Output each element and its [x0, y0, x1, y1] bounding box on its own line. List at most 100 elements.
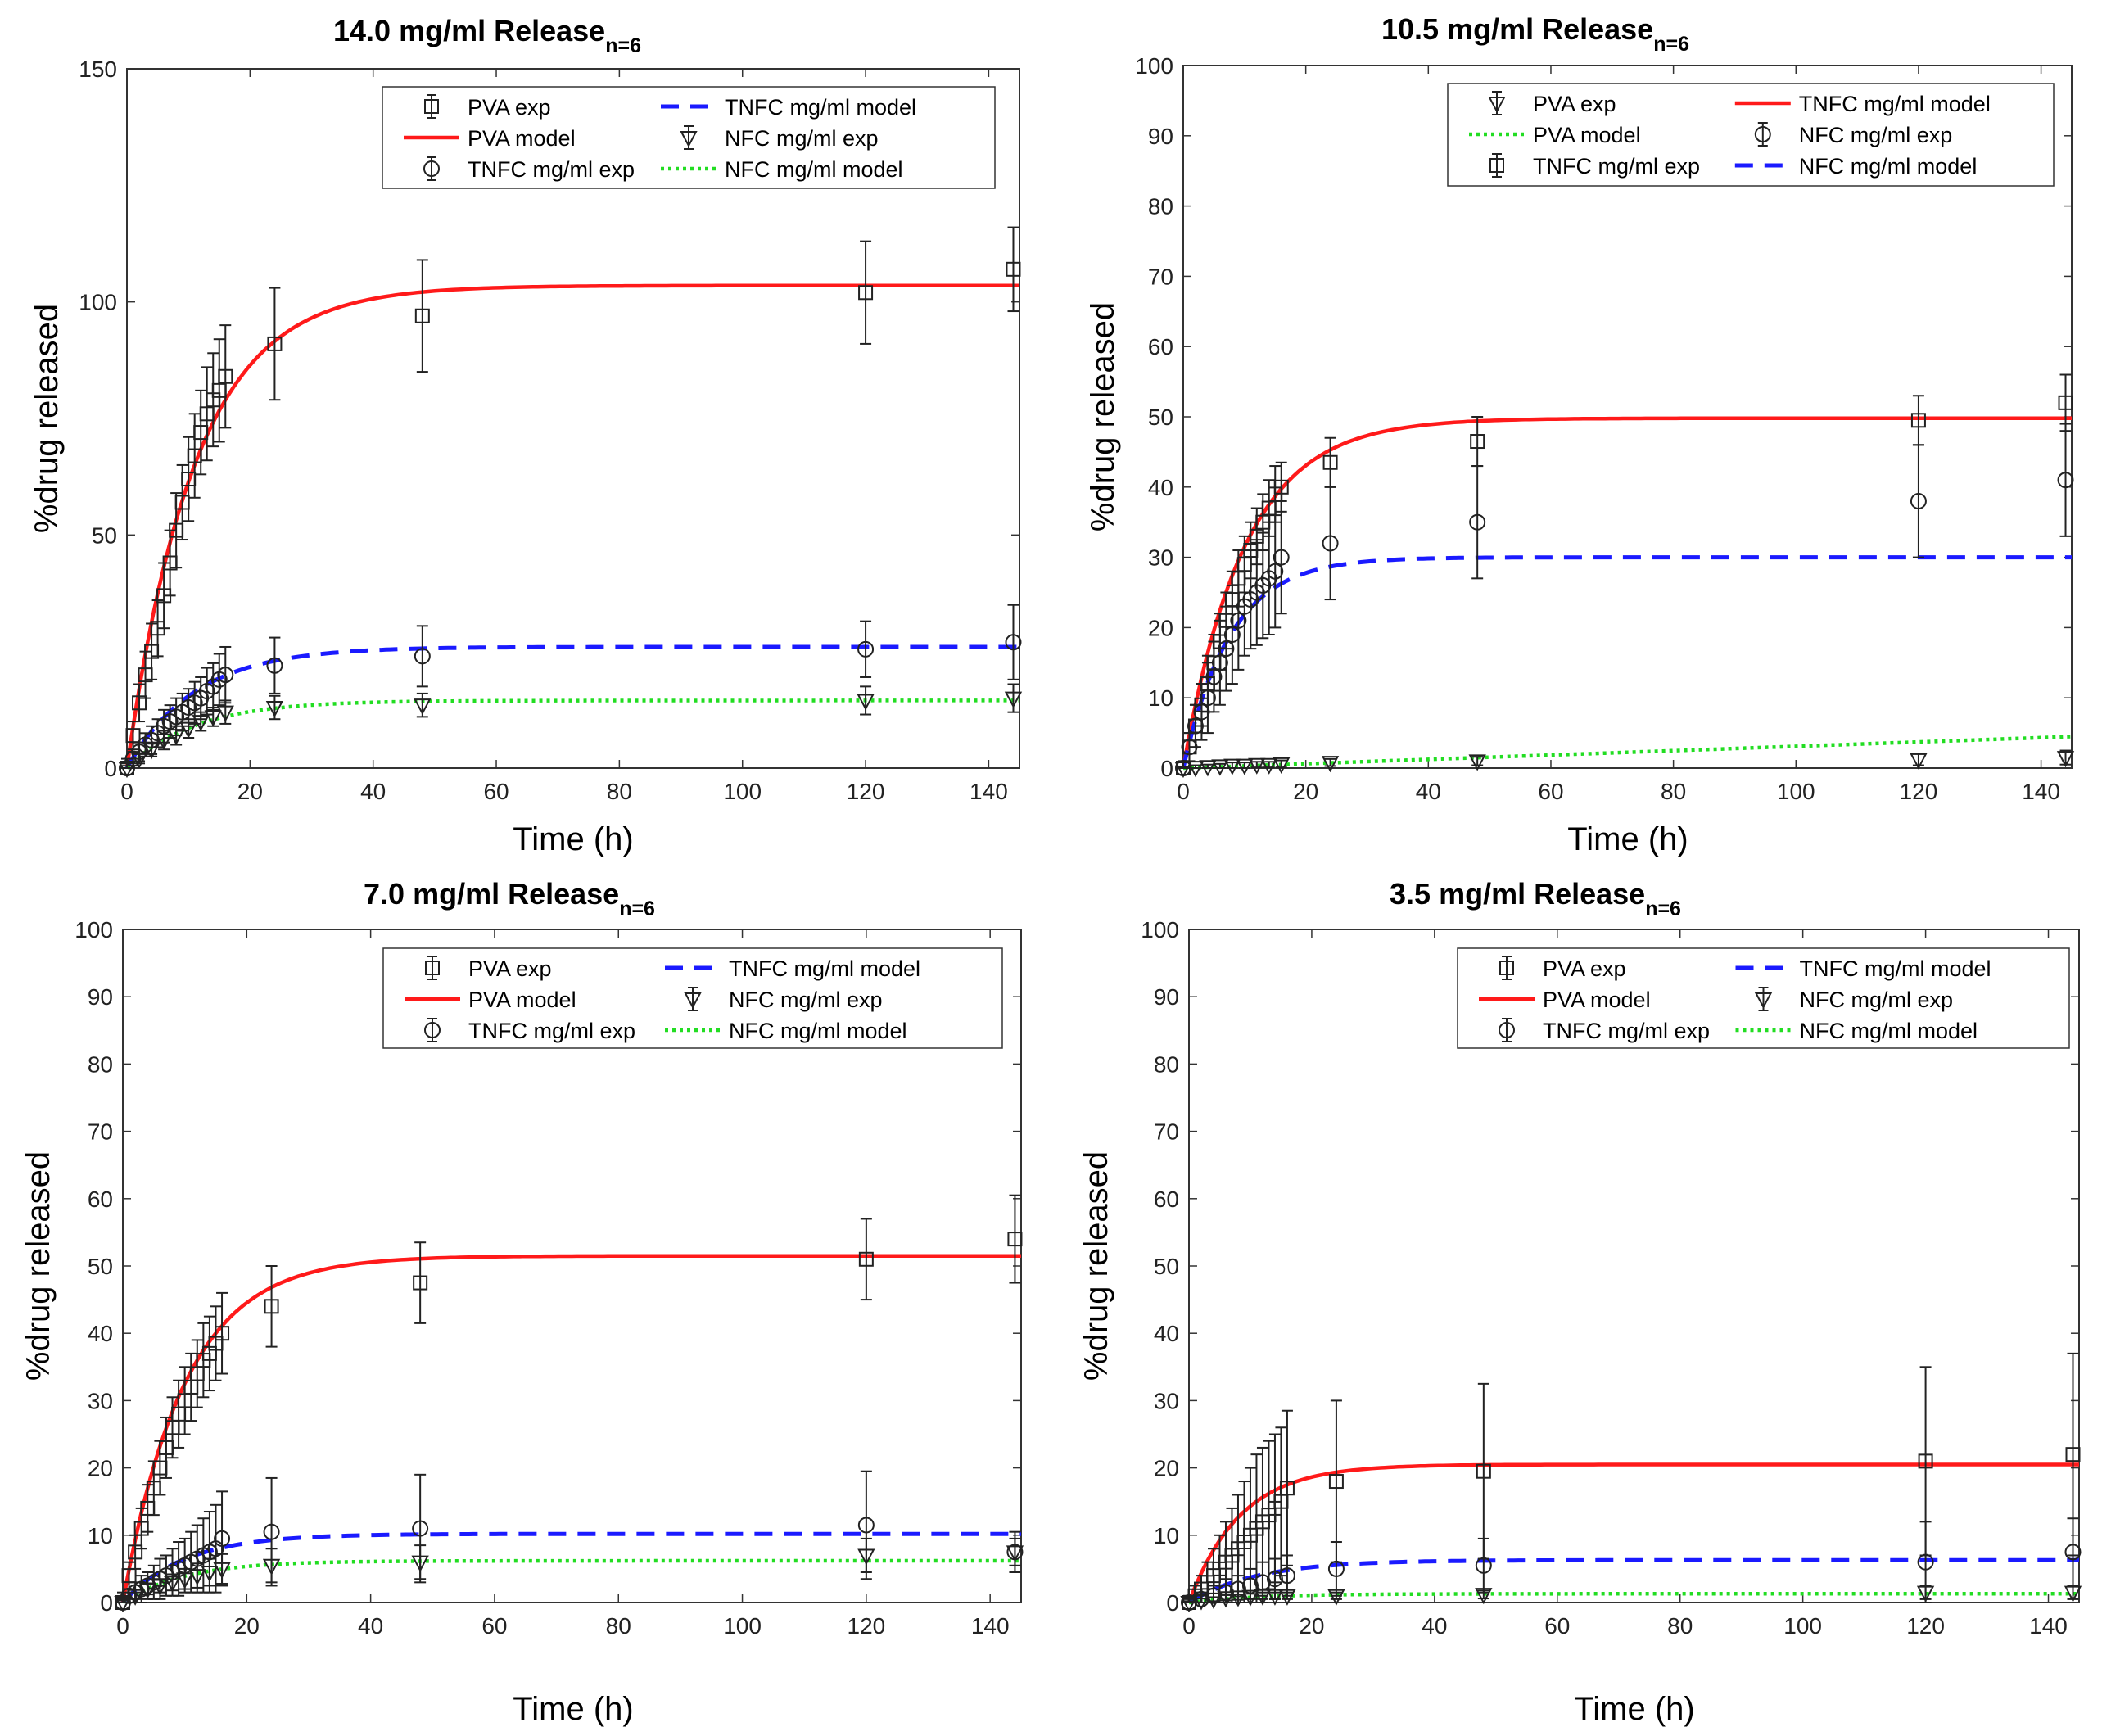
- legend-swatch-marker: [423, 160, 440, 177]
- data-point: [1218, 640, 1235, 658]
- data-point: [1266, 1571, 1283, 1588]
- y-tick-label: 20: [1154, 1456, 1179, 1481]
- data-point: [192, 715, 210, 732]
- data-point: [1260, 757, 1278, 775]
- y-tick-label: 20: [1148, 615, 1173, 640]
- data-point: [128, 1544, 143, 1560]
- data-point: [1180, 1596, 1198, 1613]
- plot-area: 0 20 40 60 80 100 120 140 0 50 100 150 PVA exp TNFC m…: [79, 57, 1023, 804]
- x-axis-label: Time (h): [513, 821, 633, 857]
- legend: PVA exp TNFC mg/ml model PVA model NFC mg/m…: [1447, 83, 2055, 187]
- data-point: [126, 1589, 144, 1606]
- y-tick-label: 150: [79, 57, 117, 82]
- chart-panel-7mg: 7.0 mg/ml Releasen=6 0 20 40 60 80 100 120 1400…: [20, 877, 1024, 1727]
- legend-label: TNFC mg/ml exp: [468, 157, 635, 182]
- data-point: [138, 1582, 156, 1599]
- data-point: [201, 1566, 219, 1583]
- data-point: [1006, 1545, 1024, 1562]
- legend-swatch-marker: [1499, 961, 1514, 975]
- series-line-nfc-model: [125, 698, 1019, 770]
- series-group: [1174, 373, 2075, 779]
- x-tick-label: 60: [483, 779, 509, 804]
- data-point: [1322, 454, 1338, 470]
- x-tick-label: 140: [970, 779, 1008, 804]
- data-point: [151, 1579, 170, 1596]
- data-point: [1199, 689, 1216, 707]
- legend-label: NFC mg/ml exp: [1800, 988, 1954, 1012]
- y-axis-label: %drug released: [1085, 302, 1121, 531]
- data-point: [414, 698, 432, 716]
- data-point: [2056, 751, 2075, 768]
- data-point: [1248, 757, 1266, 775]
- series-line-nfc-model: [121, 1558, 1021, 1604]
- y-tick-label: 30: [88, 1388, 113, 1413]
- plot-area: 0 20 40 60 80 100 120 140 0 10 20 30 40 50 60 70 80 90 100…: [75, 917, 1024, 1639]
- x-tick-label: 40: [1416, 779, 1441, 804]
- x-axis-label: Time (h): [1567, 821, 1688, 857]
- data-point: [411, 1555, 429, 1572]
- legend-label: NFC mg/ml exp: [729, 988, 883, 1012]
- legend: PVA exp TNFC mg/ml model PVA model NFC mg/m…: [382, 86, 996, 189]
- x-tick-label: 20: [1299, 1613, 1324, 1639]
- legend-swatch-marker: [424, 1022, 441, 1038]
- data-point: [264, 1299, 279, 1314]
- y-tick-label: 90: [1148, 124, 1173, 149]
- series-line-pva-model: [1181, 416, 2072, 769]
- chart-title: 10.5 mg/ml Releasen=6: [1381, 12, 1689, 56]
- chart-title: 7.0 mg/ml Releasen=6: [364, 877, 655, 920]
- x-tick-label: 80: [606, 1613, 631, 1639]
- y-axis-label: %drug released: [1078, 1151, 1114, 1381]
- data-point: [1910, 492, 1927, 509]
- y-tick-label: 60: [88, 1187, 113, 1212]
- data-point: [1322, 535, 1339, 552]
- y-tick-label: 50: [1154, 1254, 1179, 1279]
- data-point: [1241, 1589, 1259, 1607]
- data-point: [1267, 563, 1284, 580]
- data-point: [1468, 754, 1486, 771]
- legend-swatch-marker: [1754, 992, 1773, 1010]
- y-tick-label: 70: [88, 1119, 113, 1145]
- y-tick-label: 80: [1154, 1051, 1179, 1077]
- data-point: [1005, 634, 1022, 651]
- x-tick-label: 80: [1661, 779, 1686, 804]
- legend-label: NFC mg/ml model: [725, 157, 903, 182]
- y-tick-label: 50: [88, 1254, 113, 1279]
- data-point: [1223, 626, 1241, 643]
- x-tick-label: 80: [1667, 1613, 1693, 1639]
- x-tick-label: 0: [1177, 779, 1190, 804]
- x-tick-label: 120: [1900, 779, 1938, 804]
- data-point: [218, 368, 233, 384]
- series-line-nfc-model: [1182, 735, 2073, 771]
- y-tick-label: 40: [1154, 1321, 1179, 1346]
- y-tick-label: 90: [88, 984, 113, 1010]
- data-point: [1192, 1594, 1210, 1611]
- data-point: [2064, 1544, 2082, 1561]
- x-tick-label: 120: [1906, 1613, 1945, 1639]
- legend-label: TNFC mg/ml model: [729, 956, 920, 981]
- series-group: [118, 226, 1023, 779]
- legend-swatch-marker: [425, 961, 440, 975]
- y-tick-label: 60: [1154, 1187, 1179, 1212]
- data-point: [858, 1251, 874, 1267]
- legend-label: PVA model: [468, 126, 576, 151]
- data-point: [1230, 612, 1247, 629]
- legend-label: NFC mg/ml exp: [1799, 123, 1953, 147]
- data-point: [1470, 434, 1485, 450]
- x-tick-label: 100: [1783, 1613, 1822, 1639]
- x-tick-label: 120: [848, 1613, 886, 1639]
- y-tick-label: 30: [1148, 545, 1173, 571]
- y-tick-label: 90: [1154, 984, 1179, 1010]
- y-tick-label: 40: [88, 1321, 113, 1346]
- data-point: [155, 733, 173, 750]
- data-point: [1917, 1553, 1934, 1571]
- series-group: [1180, 1352, 2082, 1613]
- data-point: [1916, 1585, 1935, 1603]
- x-tick-label: 40: [358, 1613, 383, 1639]
- x-axis-label: Time (h): [1574, 1691, 1694, 1727]
- data-point: [175, 1572, 194, 1589]
- legend-swatch-marker: [1754, 126, 1771, 142]
- plot-area: 0 20 40 60 80 100 120 140 0 10 20 30 40 50 60 70 80 90 100…: [1135, 53, 2075, 804]
- chart-title: 14.0 mg/ml Releasen=6: [333, 14, 641, 57]
- data-point: [217, 667, 234, 684]
- legend-label: PVA model: [1533, 123, 1641, 147]
